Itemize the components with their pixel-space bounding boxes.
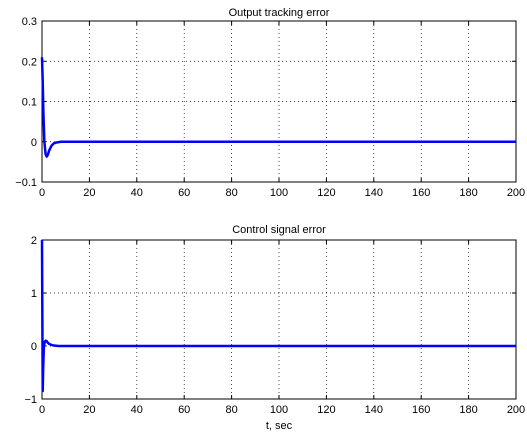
- x-tick-label: 60: [178, 187, 190, 199]
- x-tick-label: 160: [412, 187, 430, 199]
- x-tick-label: 20: [83, 404, 95, 416]
- x-tick-label: 200: [507, 404, 525, 416]
- x-axis-label: t, sec: [266, 420, 293, 432]
- y-tick-label: −0.1: [15, 177, 37, 189]
- plot-title: Output tracking error: [229, 7, 330, 19]
- x-tick-label: 40: [131, 187, 143, 199]
- series-line: [40, 239, 516, 393]
- x-tick-label: 100: [270, 187, 288, 199]
- plot-title: Control signal error: [232, 224, 326, 236]
- x-tick-label: 180: [459, 404, 477, 416]
- x-tick-label: 40: [131, 404, 143, 416]
- y-tick-label: 0.1: [22, 97, 37, 109]
- y-tick-label: 0.3: [22, 16, 37, 28]
- x-tick-label: 160: [412, 404, 430, 416]
- y-tick-label: 0: [31, 341, 37, 353]
- x-tick-label: 120: [317, 187, 335, 199]
- x-tick-label: 20: [83, 187, 95, 199]
- x-tick-label: 180: [459, 187, 477, 199]
- y-tick-label: 0.2: [22, 56, 37, 68]
- series-line: [40, 57, 516, 158]
- x-tick-label: 200: [507, 187, 525, 199]
- x-tick-label: 0: [39, 404, 45, 416]
- x-tick-label: 80: [225, 187, 237, 199]
- x-tick-label: 100: [270, 404, 288, 416]
- plot-output-tracking-error: Output tracking error 0 20 40 60 80 100 120 140…: [15, 7, 525, 199]
- plot-area: [41, 239, 517, 400]
- plot-control-signal-error: Control signal error t, sec 0 20 40 60 80 100…: [24, 224, 525, 432]
- x-tick-label: 60: [178, 404, 190, 416]
- y-tick-label: −1: [24, 394, 37, 406]
- y-tick-label: 1: [31, 288, 37, 300]
- x-tick-label: 0: [39, 187, 45, 199]
- x-tick-label: 140: [365, 404, 383, 416]
- x-tick-label: 80: [225, 404, 237, 416]
- y-tick-label: 0: [31, 137, 37, 149]
- x-tick-label: 140: [365, 187, 383, 199]
- x-tick-label: 120: [317, 404, 335, 416]
- y-tick-label: 2: [31, 235, 37, 247]
